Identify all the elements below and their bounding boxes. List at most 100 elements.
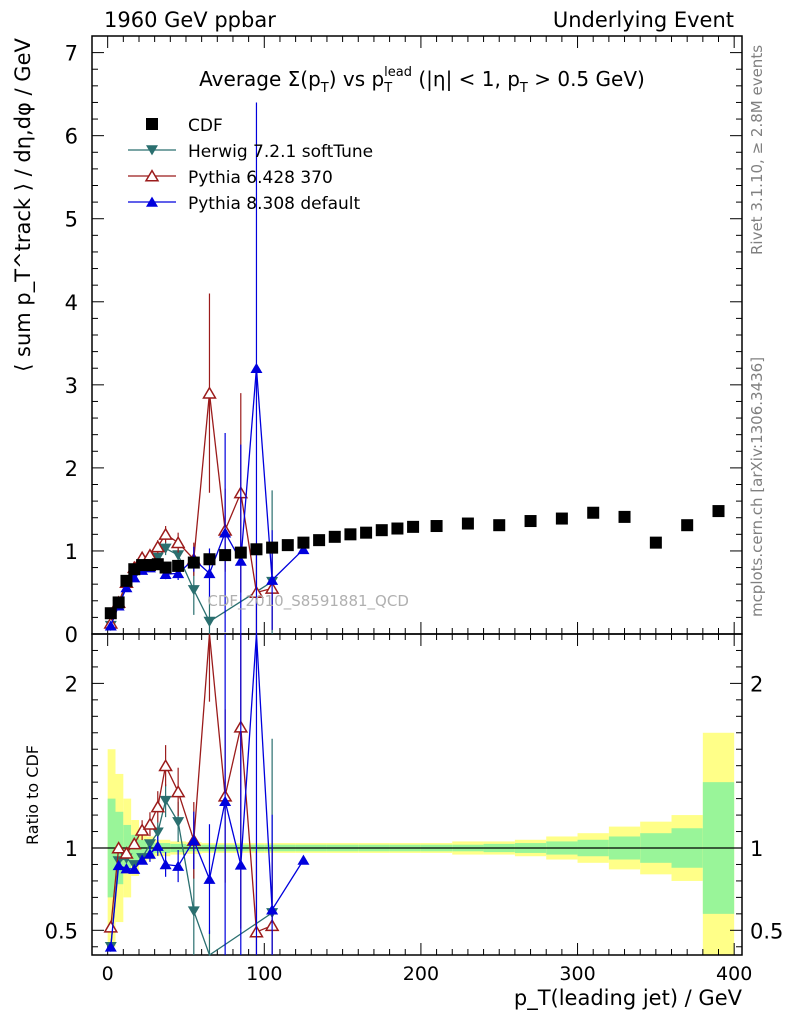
header-left: 1960 GeV ppbar [104, 8, 276, 32]
ratio-point [142, 817, 158, 830]
cdf-point [172, 559, 185, 572]
analysis-watermark: CDF_2010_S8591881_QCD [207, 592, 408, 611]
legend-marker [146, 118, 158, 130]
cdf-point [375, 524, 388, 537]
ratio-point [103, 920, 119, 933]
data-point [151, 552, 164, 563]
data-point [159, 568, 172, 579]
ratio-point [170, 784, 186, 798]
legend-marker [144, 169, 160, 182]
x-axis-label: p_T(leading jet) / GeV [514, 986, 743, 1011]
x-tick-label: 200 [403, 963, 439, 985]
ratio-point [126, 836, 142, 850]
title-part: Average Σ(p [199, 67, 321, 91]
cdf-point [104, 607, 117, 620]
x-tick-label: 400 [716, 963, 752, 985]
x-tick-label: 0 [102, 963, 114, 985]
legend-label: Pythia 6.428 370 [188, 168, 333, 188]
data-point [150, 539, 166, 553]
y-tick-label: 0 [65, 623, 78, 647]
ratio-tick-label-right: 2 [750, 672, 763, 696]
cdf-point [555, 512, 568, 525]
ratio-tick-label-right: 0.5 [750, 919, 783, 943]
ratio-point [112, 859, 125, 871]
y-tick-label: 3 [65, 374, 78, 398]
cdf-point [187, 556, 200, 569]
y-tick-label: 5 [65, 208, 78, 232]
y-tick-label: 2 [65, 457, 78, 481]
ratio-point [150, 799, 166, 813]
cdf-point [461, 517, 474, 530]
ratio-point [203, 873, 216, 884]
data-point [159, 543, 172, 554]
title-part: T [320, 81, 329, 96]
cdf-point [407, 520, 420, 533]
title-part: T [519, 81, 528, 96]
ratio-point [119, 846, 134, 859]
cdf-point [493, 519, 506, 532]
data-point [203, 567, 216, 579]
title-part: lead [384, 65, 412, 80]
cdf-point [430, 520, 443, 533]
ratio-tick-label: 1 [65, 837, 78, 861]
ratio-tick-label: 2 [65, 672, 78, 696]
legend: CDF Herwig 7.2.1 softTune Pythia 6.428 370… [128, 116, 373, 214]
cdf-point [360, 526, 373, 539]
cdf-point [391, 522, 404, 535]
y-tick-label: 6 [65, 125, 78, 149]
axis-ticks: 0 100 200 300 400 0 1 2 3 4 5 6 7 0.5 0.5 1 1 2 2 [45, 35, 783, 985]
legend-marker [146, 145, 158, 156]
ratio-tick-label-right: 1 [750, 837, 763, 861]
ratio-point [104, 941, 117, 952]
ratio-point [159, 859, 172, 870]
ratio-point [297, 854, 310, 865]
cdf-point [120, 574, 133, 587]
ratio-tick-label: 0.5 [45, 919, 78, 943]
cdf-point [266, 541, 279, 554]
ratio-point [151, 827, 164, 838]
y-tick-label: 4 [65, 291, 78, 315]
ratio-point [151, 840, 164, 851]
cdf-data [104, 505, 725, 620]
ratio-point [219, 795, 232, 807]
ratio-point [134, 823, 150, 836]
y-tick-label: 1 [65, 540, 78, 564]
ratio-point [128, 863, 141, 874]
data-point [250, 362, 263, 374]
ratio-point [120, 863, 133, 874]
cdf-point [587, 506, 600, 519]
y-axis-label-main: ⟨ sum p_T^track ⟩ / dη,dφ / GeV [11, 38, 36, 372]
y-axis-label-ratio: Ratio to CDF [23, 745, 42, 845]
legend-marker [146, 196, 158, 207]
data-point [203, 616, 216, 627]
data-point [172, 567, 185, 579]
axis-labels: Average Σ(pT) vs pTlead (|η| < 1, pT > 0… [11, 38, 766, 1011]
ratio-point [266, 904, 279, 915]
data-point [170, 535, 186, 549]
ratio-point [172, 817, 185, 828]
ratio-point [172, 860, 185, 871]
data-point [104, 620, 117, 631]
plot-title: Average Σ(pT) vs pTlead (|η| < 1, pT > 0… [199, 65, 645, 96]
x-tick-label: 100 [246, 963, 282, 985]
ratio-point [136, 854, 149, 865]
cdf-point [681, 519, 694, 532]
data-point [266, 574, 279, 585]
data-point [172, 550, 185, 561]
cdf-point [281, 539, 294, 552]
data-point [202, 386, 217, 399]
series-layer [103, 102, 725, 957]
cdf-point [219, 549, 232, 562]
cdf-point [112, 596, 125, 609]
cdf-point [159, 561, 172, 574]
ratio-point [143, 839, 156, 850]
cdf-point [344, 528, 357, 541]
ratio-point [187, 906, 200, 917]
cdf-point [618, 510, 631, 523]
cdf-point [297, 536, 310, 549]
cdf-point [649, 536, 662, 549]
series-1 [103, 293, 280, 955]
ratio-panel-frame [91, 633, 743, 956]
ratio-point [159, 795, 172, 807]
